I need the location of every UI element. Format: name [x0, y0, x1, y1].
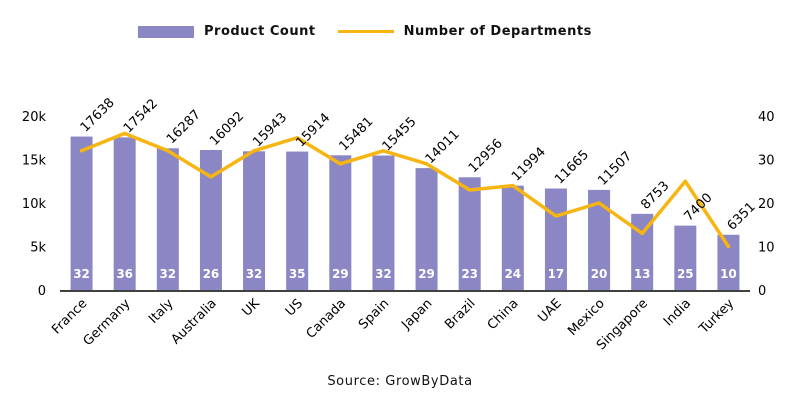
right-axis-tick-label: 30 [758, 154, 775, 169]
departments-point [726, 245, 730, 248]
department-count-label: 26 [203, 267, 220, 281]
bar-value-label: 6351 [725, 200, 759, 234]
bar-brazil [458, 177, 481, 290]
category-label-mexico: Mexico [565, 296, 608, 339]
departments-point [209, 175, 213, 179]
category-label-uk: UK [240, 296, 264, 320]
right-axis-tick-label: 10 [758, 241, 775, 256]
bar-value-label: 11507 [595, 149, 635, 189]
bar-germany [113, 137, 136, 290]
bar-us [286, 151, 309, 290]
departments-point [381, 149, 385, 153]
legend-item-product-count: Product Count [138, 24, 316, 39]
bar-singapore [631, 213, 654, 290]
bar-china [501, 185, 524, 290]
bar-spain [372, 155, 395, 290]
bar-australia [199, 149, 222, 290]
category-label-canada: Canada [304, 296, 350, 342]
bar-france [70, 136, 93, 290]
bar-value-label: 15455 [380, 115, 420, 155]
department-count-label: 36 [116, 267, 133, 281]
bar-canada [329, 155, 352, 290]
department-count-label: 17 [548, 267, 565, 281]
bar-turkey [717, 234, 740, 290]
departments-point [80, 149, 84, 153]
left-axis-tick-label: 0 [38, 284, 46, 299]
category-label-india: India [661, 296, 694, 329]
departments-point [640, 231, 644, 235]
bar-value-label: 16092 [207, 109, 247, 149]
departments-point [295, 136, 299, 140]
department-count-label: 32 [73, 267, 90, 281]
department-count-label: 32 [375, 267, 392, 281]
bar-india [674, 225, 697, 290]
legend-bar-swatch [138, 25, 194, 38]
left-axis-tick-label: 15k [22, 154, 47, 169]
right-axis-tick-label: 0 [758, 284, 766, 299]
departments-point [425, 162, 429, 166]
department-count-label: 29 [332, 267, 349, 281]
departments-point [597, 201, 601, 205]
legend: Product Count Number of Departments [138, 24, 614, 39]
category-label-spain: Spain [356, 296, 392, 332]
category-label-turkey: Turkey [696, 296, 737, 337]
bar-uk [243, 151, 266, 290]
bar-value-label: 17638 [78, 96, 118, 136]
department-count-label: 24 [504, 267, 521, 281]
bar-value-label: 17542 [121, 96, 161, 136]
bar-japan [415, 168, 438, 290]
bar-value-label: 15914 [293, 111, 333, 151]
departments-line [79, 131, 731, 249]
legend-line-label: Number of Departments [403, 24, 592, 39]
category-label-china: China [485, 296, 522, 333]
departments-point [166, 149, 170, 153]
left-axis-tick-label: 20k [22, 110, 47, 125]
right-axis-tick-label: 20 [758, 197, 775, 212]
source-note: Source: GrowByData [327, 374, 473, 389]
left-axis-tick-label: 10k [22, 197, 47, 212]
category-label-germany: Germany [81, 296, 134, 349]
department-count-label: 20 [591, 267, 608, 281]
legend-line-swatch [337, 30, 394, 33]
category-label-japan: Japan [398, 296, 435, 333]
category-label-france: France [49, 296, 90, 337]
bar-mexico [588, 189, 611, 290]
category-label-australia: Australia [168, 296, 219, 347]
bar-value-label: 15481 [337, 114, 377, 154]
departments-point [338, 162, 342, 166]
departments-point [511, 184, 515, 188]
bar-value-label: 12956 [466, 136, 506, 176]
department-count-label: 23 [461, 267, 478, 281]
category-label-brazil: Brazil [442, 296, 478, 332]
department-count-label: 32 [246, 267, 263, 281]
legend-bar-label: Product Count [204, 24, 316, 39]
category-label-uae: UAE [535, 296, 564, 325]
category-label-italy: Italy [146, 296, 177, 327]
department-count-label: 32 [159, 267, 176, 281]
bar-value-label: 11994 [509, 145, 549, 185]
department-count-label: 29 [418, 267, 435, 281]
departments-point [468, 188, 472, 192]
left-axis-tick-label: 5k [30, 241, 46, 256]
legend-item-departments: Number of Departments [337, 24, 592, 39]
departments-point [683, 179, 687, 183]
department-count-label: 13 [634, 267, 651, 281]
bar-value-label: 11665 [552, 147, 592, 187]
bar-value-label: 8753 [638, 179, 672, 213]
departments-point [554, 214, 558, 218]
bar-value-label: 14011 [423, 127, 463, 167]
right-axis-tick-label: 40 [758, 110, 775, 125]
bar-value-label: 16287 [164, 107, 204, 147]
department-count-label: 35 [289, 267, 306, 281]
departments-point [123, 131, 127, 135]
department-count-label: 10 [720, 267, 737, 281]
category-label-us: US [283, 296, 306, 319]
bar-italy [156, 148, 179, 290]
departments-point [252, 149, 256, 153]
department-count-label: 25 [677, 267, 694, 281]
